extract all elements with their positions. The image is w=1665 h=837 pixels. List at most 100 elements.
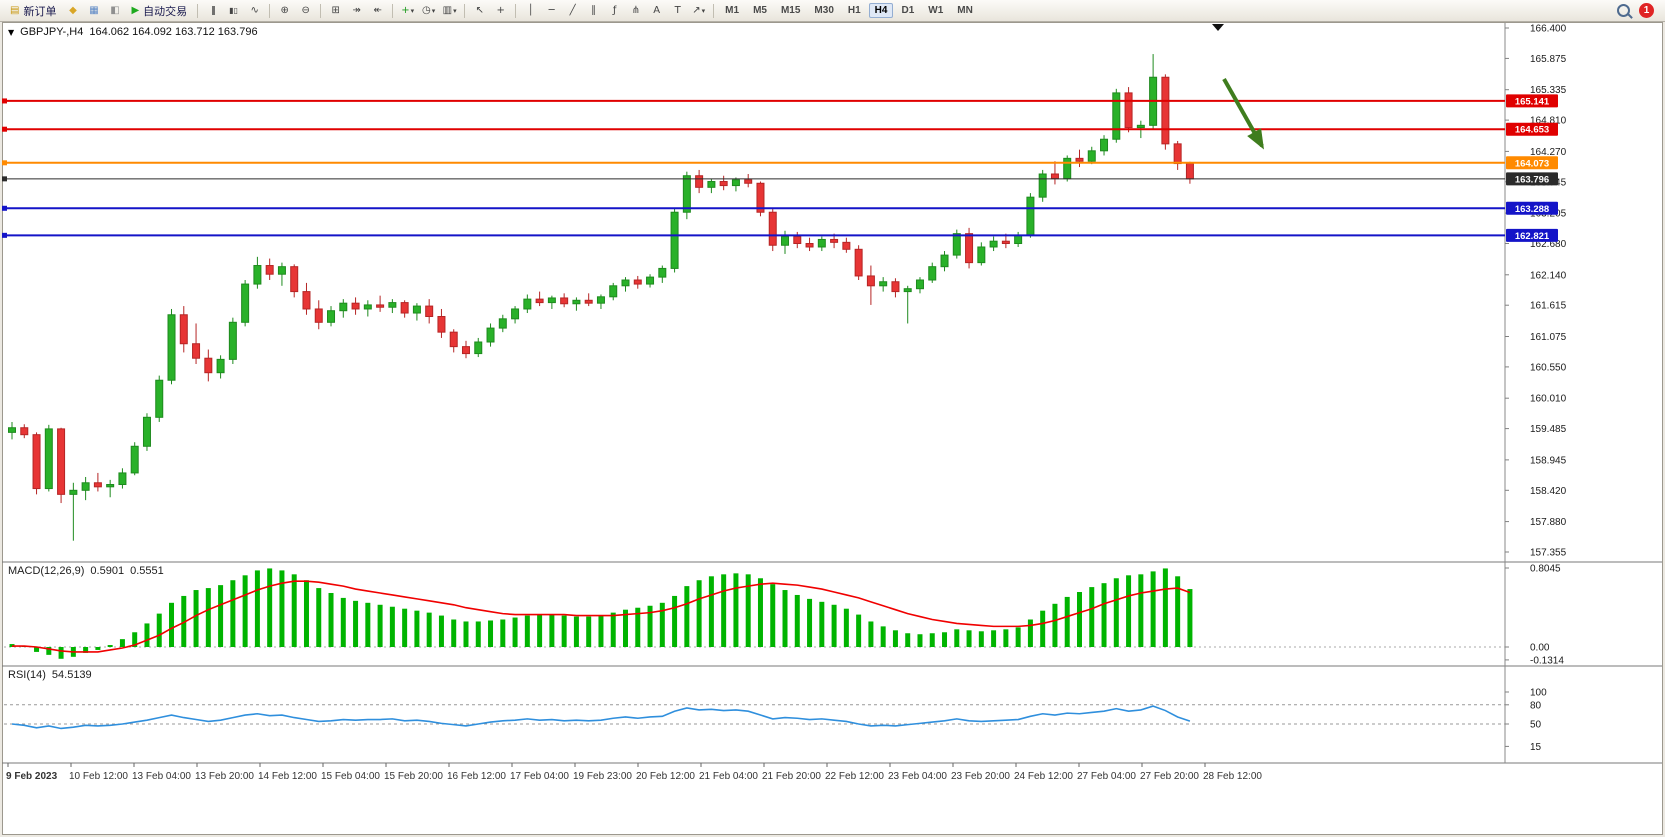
timeframe-w1[interactable]: W1	[928, 5, 944, 16]
svg-text:163.288: 163.288	[1515, 204, 1549, 215]
dropdown-caret-icon: ▾	[701, 6, 706, 15]
chart-window	[2, 22, 1663, 835]
svg-text:15 Feb 04:00: 15 Feb 04:00	[321, 771, 380, 782]
rsi-levels	[4, 704, 1505, 725]
timeframe-mn[interactable]: MN	[957, 5, 973, 16]
svg-text:161.615: 161.615	[1530, 301, 1567, 312]
tile-windows-icon[interactable]: ⊞	[331, 5, 340, 16]
svg-text:21 Feb 20:00: 21 Feb 20:00	[762, 771, 821, 782]
toolbar-separator	[320, 3, 322, 18]
timeframe-m15[interactable]: M15	[780, 5, 801, 16]
svg-text:17 Feb 04:00: 17 Feb 04:00	[510, 771, 569, 782]
svg-text:162.680: 162.680	[1530, 239, 1567, 250]
new-order-button-label: 新订单	[23, 5, 57, 18]
timeframe-h4[interactable]: H4	[868, 3, 894, 18]
rsi-indicator-name: RSI(14)	[8, 669, 46, 681]
svg-text:100: 100	[1530, 688, 1547, 699]
arrows-button[interactable]: ↗ ▾	[692, 5, 706, 16]
text-icon[interactable]: A	[653, 5, 661, 16]
chart-symbol-period: GBPJPY-,H4	[20, 26, 84, 38]
rsi-label: RSI(14) 54.5139	[8, 669, 92, 681]
toolbar-separator	[464, 3, 466, 18]
macd-signal-value: 0.5551	[130, 565, 164, 577]
svg-text:-0.1314: -0.1314	[1530, 655, 1564, 666]
macd-label: MACD(12,26,9) 0.5901 0.5551	[8, 565, 164, 577]
magnifier-glyph	[1617, 4, 1630, 17]
candles-layer	[8, 54, 1194, 541]
macd-indicator-name: MACD(12,26,9)	[8, 565, 85, 577]
vertical-line-icon[interactable]: │	[527, 5, 534, 16]
auto-scroll-icon[interactable]: ↠	[352, 5, 361, 16]
timeframe-d1[interactable]: D1	[901, 5, 915, 16]
svg-text:165.335: 165.335	[1530, 85, 1567, 96]
timeframe-m1[interactable]: M1	[725, 5, 740, 16]
svg-text:27 Feb 20:00: 27 Feb 20:00	[1140, 771, 1199, 782]
new-order-button[interactable]: ▤ 新订单	[5, 2, 61, 19]
dropdown-caret-icon: ▾	[410, 6, 415, 15]
autotrading-button[interactable]: ▶ 自动交易	[126, 2, 192, 19]
annotation-arrow[interactable]	[1222, 78, 1264, 150]
channel-icon[interactable]: ∥	[591, 5, 597, 16]
toolbar: ▤ 新订单 ◆ ▦ ◧ ▶ 自动交易 ||| ▮▯ ∿ ⊕ ⊖ ⊞ ↠ ↞ + ▾ ◷ ▾ ▥ ▾ ↖ + │ ─ ╱ ∥ ƒ ⋔ A T ↗…	[0, 0, 1665, 22]
chart-collapse-icon[interactable]: ▼	[8, 27, 15, 37]
svg-text:22 Feb 12:00: 22 Feb 12:00	[825, 771, 884, 782]
timeframe-m5[interactable]: M5	[753, 5, 767, 16]
svg-text:16 Feb 12:00: 16 Feb 12:00	[447, 771, 506, 782]
svg-text:163.796: 163.796	[1515, 174, 1549, 185]
cursor-icon[interactable]: ↖	[475, 5, 484, 16]
indicators-button[interactable]: + ▾	[401, 5, 415, 16]
svg-text:164.073: 164.073	[1515, 158, 1549, 169]
svg-text:158.945: 158.945	[1530, 455, 1567, 466]
market-watch-icon[interactable]: ▦	[89, 5, 99, 16]
line-chart-icon[interactable]: ∿	[250, 5, 259, 16]
chart-shift-marker[interactable]	[1212, 24, 1224, 31]
text-label-icon[interactable]: T	[674, 5, 681, 16]
timeframe-m30[interactable]: M30	[814, 5, 834, 16]
data-window-icon[interactable]: ◧	[110, 5, 120, 16]
toolbar-separator	[197, 3, 199, 18]
rsi-value: 54.5139	[51, 669, 92, 681]
search-icon[interactable]	[1614, 2, 1633, 19]
crosshair-icon[interactable]: +	[496, 5, 505, 16]
zoom-out-icon[interactable]: ⊖	[301, 5, 310, 16]
time-axis[interactable]: 9 Feb 2023 10 Feb 12:00 13 Feb 04:00 13 Feb…	[6, 763, 1262, 782]
trendline-icon[interactable]: ╱	[569, 5, 576, 16]
fibonacci-icon[interactable]: ƒ	[612, 5, 617, 16]
timeframe-h1[interactable]: H1	[847, 5, 861, 16]
andrews-pitchfork-icon[interactable]: ⋔	[631, 5, 640, 16]
svg-text:15 Feb 20:00: 15 Feb 20:00	[384, 771, 443, 782]
toolbar-separator	[713, 3, 715, 18]
svg-text:27 Feb 04:00: 27 Feb 04:00	[1077, 771, 1136, 782]
chart-shift-icon[interactable]: ↞	[373, 5, 382, 16]
zoom-in-icon[interactable]: ⊕	[280, 5, 289, 16]
new-order-button-icon: ▤	[10, 4, 20, 16]
svg-text:160.550: 160.550	[1530, 362, 1567, 373]
notification-badge[interactable]: 1	[1639, 3, 1654, 18]
horizontal-lines[interactable]	[2, 98, 1505, 238]
svg-text:13 Feb 20:00: 13 Feb 20:00	[195, 771, 254, 782]
svg-text:9 Feb 2023: 9 Feb 2023	[6, 771, 58, 782]
periods-button[interactable]: ◷ ▾	[422, 5, 436, 16]
svg-text:158.420: 158.420	[1530, 486, 1567, 497]
dropdown-caret-icon: ▾	[453, 6, 457, 15]
svg-text:161.075: 161.075	[1530, 332, 1567, 343]
horizontal-line-icon[interactable]: ─	[548, 5, 555, 16]
svg-text:80: 80	[1530, 700, 1542, 711]
svg-text:23 Feb 04:00: 23 Feb 04:00	[888, 771, 947, 782]
bar-chart-icon[interactable]: |||	[211, 5, 216, 16]
panel-separators[interactable]	[2, 23, 1662, 764]
svg-text:162.140: 162.140	[1530, 270, 1567, 281]
svg-text:164.270: 164.270	[1530, 147, 1567, 158]
templates-button[interactable]: ▥ ▾	[442, 5, 457, 16]
toolbar-separator	[515, 3, 517, 18]
price-badges: 165.141 164.653 164.073 163.796 163.288 162.8…	[1506, 94, 1558, 242]
profiles-icon[interactable]: ◆	[69, 5, 77, 16]
svg-text:14 Feb 12:00: 14 Feb 12:00	[258, 771, 317, 782]
svg-text:164.653: 164.653	[1515, 125, 1549, 136]
chart-title: ▼ GBPJPY-,H4 164.062 164.092 163.712 163…	[8, 26, 258, 38]
candlestick-chart-icon[interactable]: ▮▯	[229, 6, 239, 15]
svg-text:15: 15	[1530, 742, 1542, 753]
